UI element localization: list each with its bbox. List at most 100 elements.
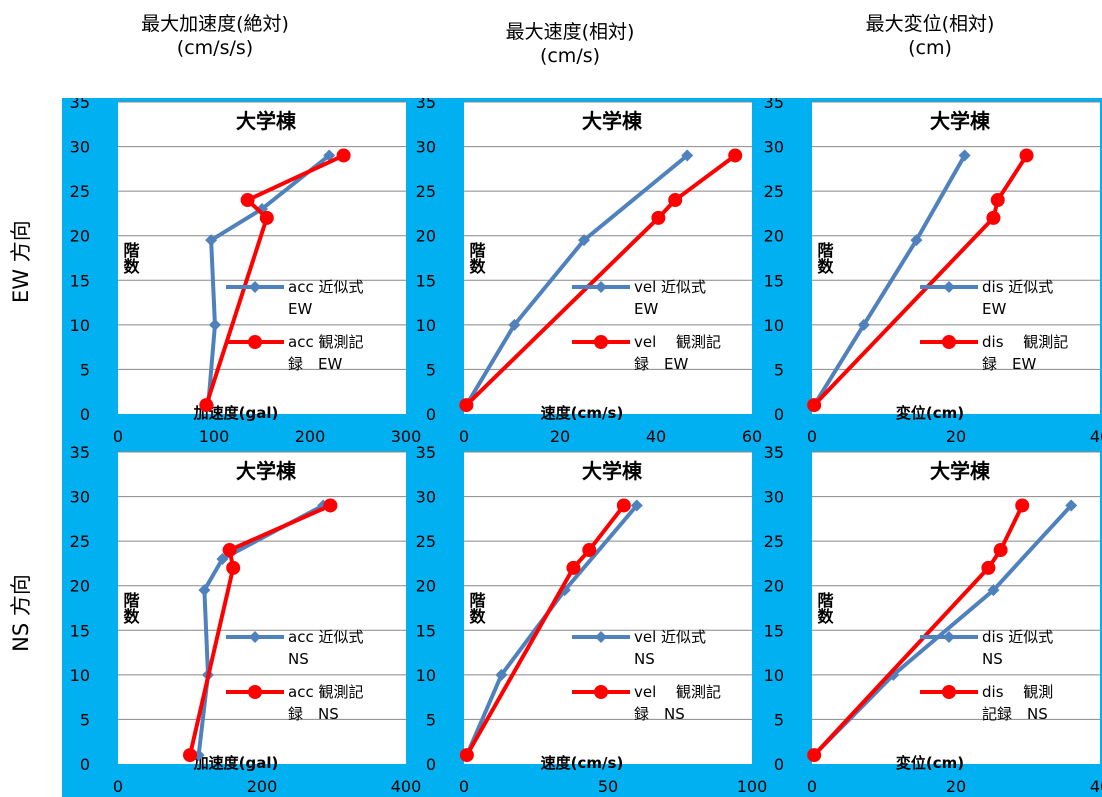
x-tick-label: 300: [391, 427, 422, 446]
plot-area: [118, 452, 406, 764]
x-axis-label: 加速度(gal): [193, 754, 279, 772]
series-line: [204, 153, 345, 406]
x-tick-label: 60: [742, 427, 762, 446]
data-point: [259, 210, 274, 225]
column-header-acceleration: 最大加速度(絶対) (cm/s/s): [65, 12, 365, 60]
y-tick-label: 25: [70, 532, 90, 551]
y-tick-label: 0: [426, 405, 436, 424]
y-axis-label: 階数: [121, 242, 140, 275]
legend-marker: [249, 631, 261, 643]
y-tick-label: 0: [426, 755, 436, 774]
y-tick-label: 30: [764, 138, 784, 157]
x-tick-label: 20: [946, 777, 966, 796]
y-tick-label: 35: [70, 98, 90, 112]
legend-marker: [943, 281, 955, 293]
data-point: [981, 560, 996, 575]
legend-label: NS: [982, 650, 1003, 668]
y-tick-label: 35: [70, 443, 90, 462]
y-tick-label: 15: [70, 621, 90, 640]
data-point: [910, 234, 923, 247]
column-header-velocity: 最大速度(相対) (cm/s): [425, 20, 715, 68]
legend-label: acc 観測記: [288, 333, 363, 351]
legend-label: NS: [634, 650, 655, 668]
x-tick-label: 100: [199, 427, 230, 446]
data-point: [508, 318, 521, 331]
y-tick-label: 30: [70, 138, 90, 157]
data-point: [630, 499, 643, 512]
chart-title: 大学棟: [582, 459, 643, 483]
data-point: [807, 398, 822, 413]
data-point: [990, 193, 1005, 208]
legend-marker: [594, 335, 608, 349]
data-point: [205, 234, 218, 247]
series-line: [465, 153, 737, 407]
y-tick-label: 10: [764, 316, 784, 335]
y-tick-label: 20: [416, 577, 436, 596]
plot-area: [812, 452, 1100, 764]
y-tick-label: 5: [80, 710, 90, 729]
y-axis-label: 階数: [815, 242, 834, 275]
y-tick-label: 15: [764, 271, 784, 290]
legend-label: 録 NS: [634, 705, 685, 723]
data-point: [323, 149, 336, 162]
y-tick-label: 10: [764, 666, 784, 685]
series-line: [812, 154, 967, 407]
legend-label: 録 EW: [634, 355, 688, 373]
legend-marker: [943, 631, 955, 643]
column-header-velocity-unit: (cm/s): [539, 45, 601, 67]
data-point: [459, 398, 474, 413]
data-point: [208, 318, 221, 331]
y-tick-label: 5: [426, 360, 436, 379]
series-line: [812, 154, 1029, 407]
y-tick-label: 15: [70, 271, 90, 290]
y-tick-label: 20: [764, 577, 784, 596]
y-tick-label: 0: [80, 405, 90, 424]
data-point: [216, 552, 229, 565]
legend-label: NS: [288, 650, 309, 668]
chart-title: 大学棟: [236, 459, 297, 483]
y-tick-label: 25: [764, 182, 784, 201]
data-point: [993, 543, 1008, 558]
x-tick-label: 0: [113, 777, 123, 796]
series-line: [812, 504, 1025, 757]
x-axis-label: 変位(cm): [896, 404, 964, 422]
y-tick-label: 30: [416, 138, 436, 157]
chart-title: 大学棟: [582, 109, 643, 133]
column-header-velocity-title: 最大速度(相対): [505, 21, 635, 43]
y-axis-label: 階数: [121, 592, 140, 625]
data-point: [651, 210, 666, 225]
x-tick-label: 0: [113, 427, 123, 446]
legend-marker: [248, 685, 262, 699]
x-tick-label: 0: [807, 777, 817, 796]
legend-marker: [594, 685, 608, 699]
x-tick-label: 200: [247, 777, 278, 796]
x-axis-label: 変位(cm): [896, 754, 964, 772]
x-tick-label: 40: [646, 427, 666, 446]
legend-marker: [595, 631, 607, 643]
y-tick-label: 15: [764, 621, 784, 640]
y-axis-label: 階数: [815, 592, 834, 625]
y-tick-label: 20: [70, 577, 90, 596]
column-header-displacement: 最大変位(相対) (cm): [780, 12, 1080, 60]
legend-marker: [248, 335, 262, 349]
y-tick-label: 35: [416, 443, 436, 462]
y-tick-label: 35: [764, 443, 784, 462]
y-tick-label: 30: [416, 488, 436, 507]
y-tick-label: 35: [416, 98, 436, 112]
x-tick-label: 100: [737, 777, 768, 796]
data-point: [183, 748, 197, 763]
data-point: [558, 584, 571, 597]
y-tick-label: 20: [416, 227, 436, 246]
legend-label: dis 観測: [982, 683, 1053, 701]
plot-area: [464, 452, 752, 764]
x-tick-label: 0: [459, 777, 469, 796]
y-tick-label: 5: [774, 360, 784, 379]
column-header-acceleration-unit: (cm/s/s): [176, 37, 254, 59]
legend-label: vel 近似式: [634, 628, 706, 646]
legend-label: 記録 NS: [982, 705, 1048, 723]
data-point: [616, 498, 631, 513]
